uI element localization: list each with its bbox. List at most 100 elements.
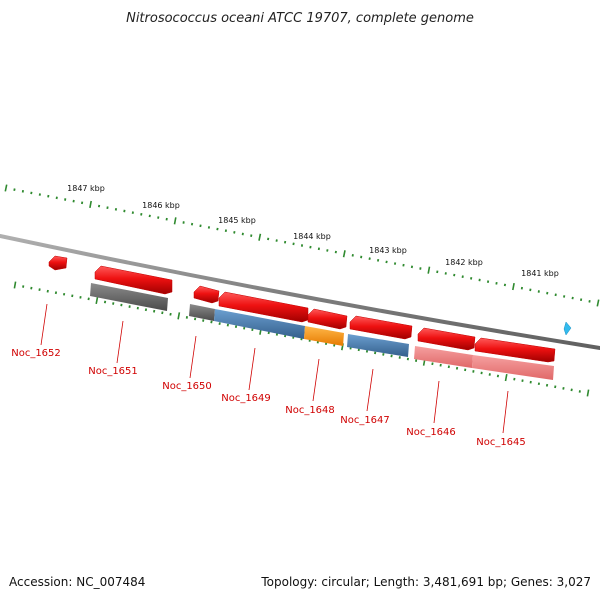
outer-minor-tick <box>207 226 211 229</box>
leader-noc-1652 <box>40 303 48 346</box>
inner-minor-tick <box>46 289 49 293</box>
scale-label-1847: 1847 kbp <box>67 184 105 193</box>
scale-label-1845: 1845 kbp <box>218 216 256 225</box>
gene-noc-1649-block[interactable] <box>214 309 305 339</box>
gene-noc-1646-block[interactable] <box>414 346 473 368</box>
gene-noc-1645-block[interactable] <box>472 355 554 380</box>
leader-noc-1646 <box>433 380 440 424</box>
inner-minor-tick <box>554 385 557 389</box>
inner-minor-tick <box>382 353 385 356</box>
inner-minor-tick <box>210 320 213 324</box>
gene-noc-1648-block[interactable] <box>304 326 344 346</box>
outer-minor-tick <box>563 295 566 298</box>
gene-label-noc-1648[interactable]: Noc_1648 <box>285 405 335 416</box>
outer-major-tick <box>89 200 92 209</box>
outer-minor-tick <box>453 273 456 277</box>
inner-minor-tick <box>54 291 58 295</box>
gene-label-noc-1649[interactable]: Noc_1649 <box>221 393 271 404</box>
gene-label-noc-1645[interactable]: Noc_1645 <box>476 437 526 448</box>
scale-label-group: 1847 kbp 1846 kbp 1845 kbp 1844 kbp 1843… <box>67 184 559 278</box>
inner-minor-tick <box>169 312 172 316</box>
genome-backbone <box>0 234 600 350</box>
leader-noc-1647 <box>366 368 374 412</box>
inner-minor-tick <box>398 356 401 359</box>
genome-title: Nitrosococcus oceani ATCC 19707, complet… <box>126 11 474 26</box>
outer-major-tick <box>512 282 515 291</box>
gene-class-track <box>90 283 554 380</box>
gene-leader-lines <box>40 303 509 434</box>
gene-noc-1651-arrow[interactable] <box>94 265 173 295</box>
outer-minor-tick <box>546 291 549 295</box>
inner-minor-tick <box>30 286 33 290</box>
outer-minor-tick <box>444 272 447 275</box>
outer-minor-tick <box>267 237 270 241</box>
gene-noc-1652-arrow[interactable] <box>48 255 68 271</box>
inner-tick-track <box>13 281 590 397</box>
leader-noc-1645 <box>502 390 509 434</box>
outer-minor-tick <box>216 227 219 231</box>
inner-minor-tick <box>513 377 516 381</box>
outer-major-tick <box>258 233 262 241</box>
outer-minor-tick <box>503 283 507 287</box>
outer-minor-tick <box>114 208 118 211</box>
leader-noc-1648 <box>312 358 320 402</box>
inner-major-tick <box>504 373 508 382</box>
inner-minor-tick <box>455 366 459 370</box>
inner-minor-tick <box>496 374 500 378</box>
outer-minor-tick <box>326 249 329 252</box>
gene-label-noc-1652[interactable]: Noc_1652 <box>11 348 61 359</box>
outer-minor-tick <box>410 265 414 269</box>
leader-noc-1650 <box>189 335 197 379</box>
gene-label-noc-1650[interactable]: Noc_1650 <box>162 381 212 392</box>
inner-minor-tick <box>218 322 221 325</box>
outer-minor-tick <box>190 222 194 226</box>
gene-noc-1651-block[interactable] <box>90 283 168 311</box>
inner-major-tick <box>177 312 181 320</box>
inner-minor-tick <box>161 311 164 315</box>
gene-label-noc-1651[interactable]: Noc_1651 <box>88 366 138 377</box>
outer-major-tick <box>596 299 600 307</box>
gene-noc-1648-arrow[interactable] <box>307 308 348 330</box>
inner-major-tick <box>95 296 99 305</box>
outer-minor-tick <box>529 288 532 292</box>
outer-major-tick <box>427 266 431 274</box>
leader-noc-1649 <box>248 347 256 391</box>
inner-minor-tick <box>390 354 393 358</box>
outer-minor-tick <box>275 239 278 242</box>
inner-major-tick <box>586 389 590 397</box>
inner-minor-tick <box>562 387 565 390</box>
inner-minor-tick <box>103 300 107 304</box>
accession-text: Accession: NC_007484 <box>9 575 145 589</box>
gene-label-noc-1647[interactable]: Noc_1647 <box>340 415 390 426</box>
inner-minor-tick <box>447 365 450 369</box>
inner-minor-tick <box>545 383 549 387</box>
gene-noc-1650-block[interactable] <box>189 304 215 321</box>
outer-minor-tick <box>55 196 58 200</box>
inner-minor-tick <box>374 351 377 355</box>
outer-minor-tick <box>72 199 75 203</box>
genome-summary-text: Topology: circular; Length: 3,481,691 bp… <box>260 575 591 589</box>
gene-noc-1650-arrow[interactable] <box>193 285 220 304</box>
outer-minor-tick <box>368 257 371 260</box>
outer-minor-tick <box>470 277 473 280</box>
inner-minor-tick <box>267 331 270 335</box>
inner-major-tick <box>13 281 17 289</box>
gene-noc-1647-arrow[interactable] <box>349 315 413 340</box>
gene-labels: Noc_1652 Noc_1651 Noc_1650 Noc_1649 Noc_… <box>11 348 526 448</box>
inner-minor-tick <box>153 309 156 313</box>
gene-noc-1646-arrow[interactable] <box>417 327 476 351</box>
inner-minor-tick <box>144 308 148 312</box>
inner-minor-tick <box>439 363 442 367</box>
gene-noc-1645-arrow[interactable] <box>474 337 556 363</box>
gene-noc-1647-block[interactable] <box>347 334 409 357</box>
outer-minor-tick <box>30 191 33 195</box>
outer-minor-tick <box>486 280 490 283</box>
position-marker-icon[interactable] <box>563 321 572 336</box>
inner-minor-tick <box>431 362 434 366</box>
outer-minor-tick <box>393 262 397 265</box>
outer-minor-tick <box>571 296 574 300</box>
scale-label-1842: 1842 kbp <box>445 258 483 267</box>
scale-label-1843: 1843 kbp <box>369 246 407 255</box>
gene-label-noc-1646[interactable]: Noc_1646 <box>406 427 456 438</box>
